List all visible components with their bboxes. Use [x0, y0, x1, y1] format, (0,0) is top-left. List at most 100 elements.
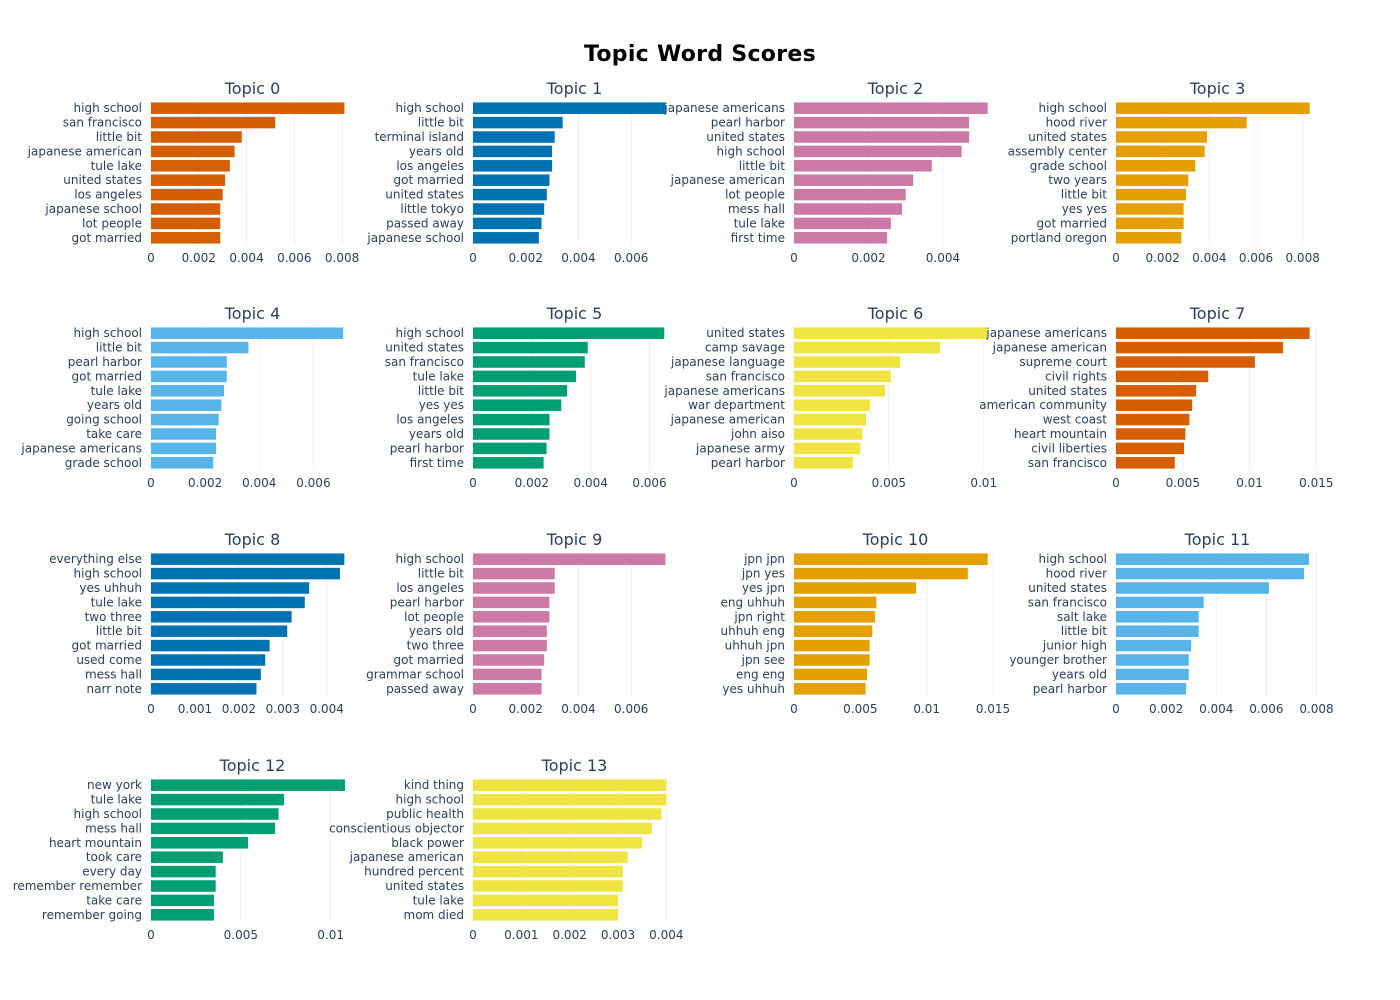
- bar: [1116, 582, 1269, 594]
- x-tick-label: 0.004: [1199, 702, 1233, 716]
- x-tick-label: 0: [469, 476, 477, 490]
- category-label: passed away: [386, 216, 464, 230]
- category-label: every day: [82, 865, 142, 879]
- bar: [794, 160, 932, 172]
- x-tick-label: 0.005: [843, 702, 877, 716]
- bar: [151, 385, 225, 397]
- bar: [794, 654, 870, 666]
- category-label: tule lake: [734, 216, 785, 230]
- bar: [151, 793, 284, 806]
- bar: [794, 232, 888, 244]
- category-label: got married: [393, 653, 464, 667]
- bar: [794, 413, 867, 426]
- category-label: supreme court: [1019, 355, 1107, 369]
- bar: [1116, 160, 1196, 172]
- bar: [794, 428, 863, 440]
- category-label: camp savage: [705, 341, 785, 355]
- x-tick-label: 0.006: [277, 251, 311, 265]
- x-tick-label: 0.002: [515, 476, 549, 490]
- bar: [1116, 341, 1283, 354]
- x-tick-label: 0.006: [614, 251, 648, 265]
- category-label: younger brother: [1009, 653, 1107, 667]
- category-label: mess hall: [85, 821, 142, 835]
- bar: [151, 217, 221, 230]
- bar: [151, 822, 275, 835]
- category-label: used come: [76, 653, 142, 667]
- category-label: high school: [74, 567, 142, 581]
- category-label: japanese americans: [663, 101, 785, 115]
- bar: [151, 611, 292, 623]
- bar: [1116, 174, 1189, 186]
- category-label: japanese american: [670, 173, 785, 187]
- category-label: los angeles: [396, 413, 464, 427]
- bar: [1116, 232, 1182, 244]
- category-label: salt lake: [1057, 610, 1107, 624]
- bar: [794, 668, 867, 681]
- category-label: pearl harbor: [711, 456, 785, 470]
- x-tick-label: 0.006: [614, 702, 648, 716]
- x-tick-label: 0.004: [926, 251, 960, 265]
- x-tick-label: 0.004: [574, 476, 608, 490]
- category-label: los angeles: [396, 581, 464, 595]
- x-tick-label: 0: [147, 251, 155, 265]
- category-label: pearl harbor: [711, 116, 785, 130]
- panel-title: Topic 13: [541, 756, 608, 775]
- category-label: kind thing: [404, 778, 464, 792]
- category-label: two three: [85, 610, 142, 624]
- x-tick-label: 0.01: [913, 702, 940, 716]
- bar: [473, 822, 652, 835]
- category-label: little bit: [96, 624, 143, 638]
- category-label: two years: [1048, 173, 1107, 187]
- category-label: little bit: [1061, 624, 1108, 638]
- bar: [473, 188, 547, 201]
- bar: [794, 327, 988, 339]
- bar: [151, 145, 235, 158]
- category-label: united states: [385, 879, 464, 893]
- bar: [151, 596, 305, 609]
- category-label: heart mountain: [1014, 427, 1107, 441]
- category-label: little bit: [96, 130, 143, 144]
- category-label: united states: [1028, 130, 1107, 144]
- category-label: united states: [385, 341, 464, 355]
- category-label: uhhuh eng: [721, 624, 785, 638]
- bar: [1116, 611, 1199, 623]
- x-tick-label: 0: [1112, 251, 1120, 265]
- panel-title: Topic 9: [546, 530, 603, 549]
- x-tick-label: 0.008: [1299, 702, 1333, 716]
- category-label: jpn right: [733, 610, 785, 624]
- panel-title: Topic 7: [1189, 304, 1246, 323]
- category-label: public health: [386, 807, 464, 821]
- bar: [473, 341, 588, 354]
- bar: [473, 851, 628, 863]
- bar: [473, 327, 665, 339]
- bar: [473, 567, 555, 580]
- category-label: everything else: [49, 552, 142, 566]
- category-label: little bit: [418, 384, 465, 398]
- category-label: uhhuh jpn: [725, 639, 785, 653]
- category-label: took care: [86, 850, 142, 864]
- bar: [1116, 442, 1185, 455]
- bar: [1116, 668, 1189, 681]
- category-label: black power: [391, 836, 464, 850]
- category-label: junior high: [1042, 639, 1107, 653]
- bar: [794, 385, 886, 397]
- bar: [151, 837, 249, 849]
- category-label: tule lake: [91, 159, 142, 173]
- category-label: jpn yes: [741, 567, 785, 581]
- category-label: san francisco: [385, 355, 464, 369]
- category-label: yes uhhuh: [722, 682, 785, 696]
- panel-title: Topic 4: [224, 304, 281, 323]
- category-label: tule lake: [91, 793, 142, 807]
- category-label: going school: [66, 413, 142, 427]
- bar: [151, 668, 261, 681]
- bar: [473, 203, 545, 215]
- x-tick-label: 0.004: [561, 251, 595, 265]
- category-label: high school: [74, 807, 142, 821]
- x-tick-label: 0.01: [317, 928, 344, 942]
- bar: [1116, 102, 1310, 114]
- bar: [151, 865, 216, 878]
- x-tick-label: 0.004: [649, 928, 683, 942]
